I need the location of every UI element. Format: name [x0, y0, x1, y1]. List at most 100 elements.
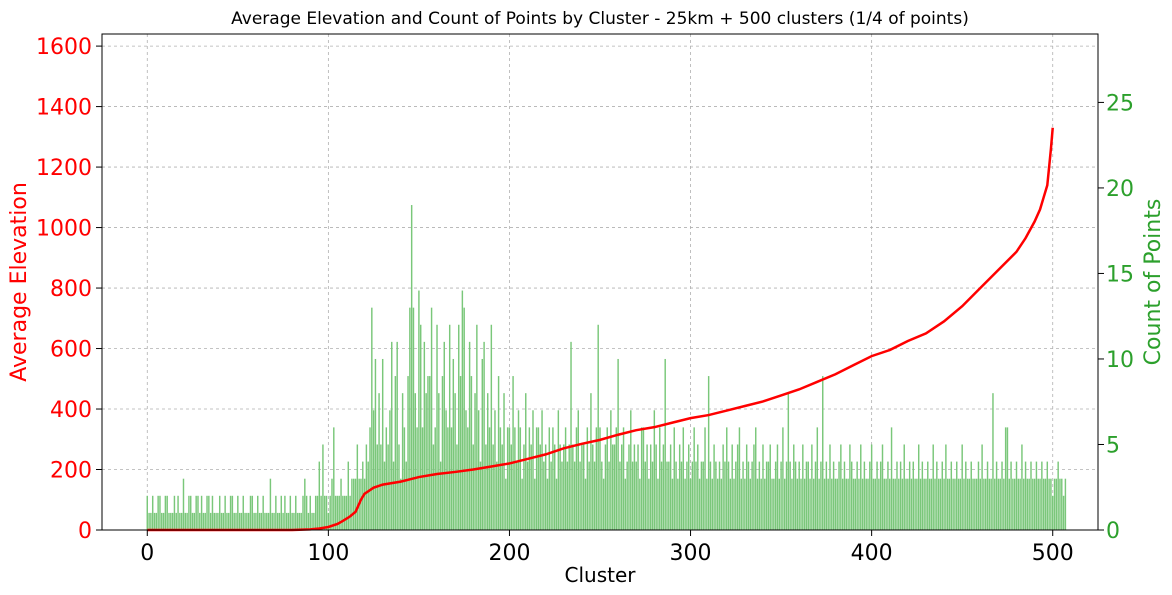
count-bar [854, 478, 857, 530]
count-bar [1026, 478, 1029, 530]
count-bar [745, 444, 748, 530]
y-left-axis-ticks: 0 200 400 600 800 1000 1200 1400 1600 [36, 35, 102, 544]
count-bar [302, 495, 304, 530]
count-bar [662, 444, 665, 530]
count-bar [391, 341, 393, 530]
count-bar [191, 512, 194, 530]
count-bar [917, 444, 920, 530]
count-bar [639, 478, 641, 530]
count-bar [946, 478, 949, 530]
count-bar [1001, 461, 1003, 530]
count-bar [264, 512, 266, 530]
count-bar [276, 512, 279, 530]
count-bar [838, 461, 840, 530]
count-bar [186, 512, 188, 530]
count-bar [291, 512, 293, 530]
count-bar [990, 478, 992, 530]
count-bar [965, 461, 967, 530]
count-bar [932, 444, 934, 530]
count-bar [1046, 461, 1049, 530]
count-bar [948, 478, 951, 530]
count-bar [744, 478, 746, 530]
count-bar [912, 461, 915, 530]
count-bar [923, 478, 925, 530]
count-bar [414, 393, 417, 530]
count-bar [240, 512, 243, 530]
count-bar [427, 376, 429, 530]
count-bar [836, 478, 838, 530]
count-bar [1062, 495, 1065, 530]
count-bar [228, 512, 230, 530]
count-bar [1044, 478, 1047, 530]
count-bar [879, 461, 882, 530]
count-bar [898, 478, 900, 530]
count-bar [226, 512, 228, 530]
count-bar [1006, 427, 1009, 530]
count-bar [930, 478, 933, 530]
count-bar [916, 478, 918, 530]
count-bar [246, 512, 248, 530]
count-bar [812, 478, 815, 530]
count-bar [831, 478, 833, 530]
count-bar [347, 461, 350, 530]
count-bar [247, 512, 250, 530]
count-bar [552, 427, 554, 530]
count-bar [372, 410, 375, 530]
count-bar [756, 478, 759, 530]
count-bar [200, 495, 203, 530]
count-bar [957, 478, 960, 530]
count-bar [677, 478, 679, 530]
count-bar [340, 478, 342, 530]
count-bar [680, 461, 683, 530]
count-bar [394, 376, 397, 530]
count-bar [1039, 478, 1041, 530]
count-bar [876, 461, 878, 530]
count-bar [463, 307, 465, 530]
count-bar [293, 512, 295, 530]
count-bar [401, 393, 404, 530]
count-bar [554, 444, 556, 530]
count-bar [722, 444, 724, 530]
count-bar [780, 461, 782, 530]
count-bar [776, 444, 779, 530]
count-bar [738, 427, 741, 530]
count-bar [483, 341, 485, 530]
count-bar [889, 478, 891, 530]
count-bar [966, 478, 969, 530]
count-bar [941, 461, 943, 530]
count-bar [579, 461, 581, 530]
count-bar [166, 495, 168, 530]
x-tick-label: 500 [1032, 541, 1074, 566]
count-bar [974, 478, 976, 530]
count-bar [360, 478, 362, 530]
count-bar [508, 427, 511, 530]
count-bar [1064, 478, 1067, 530]
count-bar [1055, 478, 1058, 530]
count-bar [794, 461, 797, 530]
count-bar [649, 444, 652, 530]
count-bar [760, 478, 762, 530]
count-bar [937, 478, 940, 530]
count-bar [405, 461, 407, 530]
count-bar [305, 495, 308, 530]
count-bar [325, 495, 328, 530]
count-bar [157, 495, 159, 530]
count-bar [659, 427, 661, 530]
count-bar [1057, 461, 1059, 530]
count-bar [566, 461, 569, 530]
count-bar [418, 290, 420, 530]
count-bar [642, 427, 645, 530]
count-bar [222, 512, 225, 530]
count-bar [559, 444, 561, 530]
count-bar [881, 444, 884, 530]
count-bar [874, 478, 876, 530]
count-bar [356, 444, 359, 530]
count-bar [215, 512, 217, 530]
count-bar [707, 376, 710, 530]
count-bar [269, 478, 272, 530]
count-bar [689, 478, 692, 530]
count-bar [519, 427, 522, 530]
count-bar [697, 444, 699, 530]
count-bar [1053, 478, 1056, 530]
count-bar [338, 495, 340, 530]
